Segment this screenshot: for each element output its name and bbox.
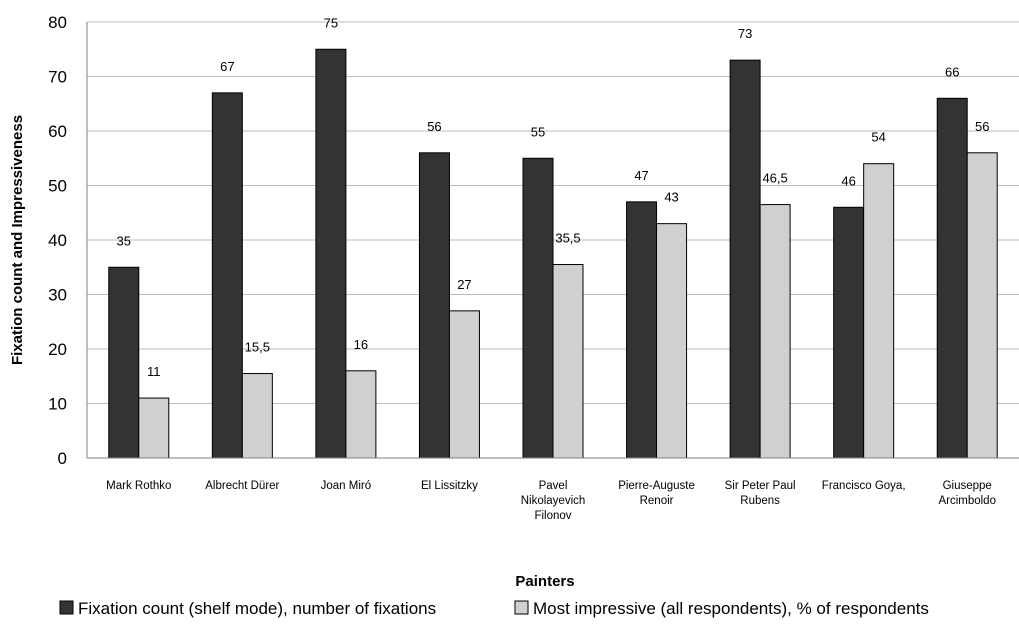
x-category-label: Pavel xyxy=(539,480,568,492)
x-category-label: Mark Rothko xyxy=(106,480,171,492)
bars xyxy=(108,48,998,459)
y-tick-label: 0 xyxy=(58,449,67,468)
data-label: 43 xyxy=(664,190,678,205)
y-tick-label: 20 xyxy=(48,340,67,359)
x-category-label: Albrecht Dürer xyxy=(205,480,279,492)
x-category-label: Sir Peter Paul xyxy=(725,480,796,492)
bar-most-impressive xyxy=(345,370,377,459)
bar-fixation-count xyxy=(418,152,450,459)
y-tick-label: 10 xyxy=(48,395,67,414)
legend-label: Fixation count (shelf mode), number of f… xyxy=(78,599,436,618)
data-label: 75 xyxy=(324,15,338,30)
bar-fixation-count xyxy=(936,97,968,459)
data-label: 11 xyxy=(147,364,161,379)
x-category-label: Filonov xyxy=(534,510,571,522)
bar-most-impressive xyxy=(241,373,273,459)
bar-most-impressive xyxy=(863,163,895,459)
legend-label: Most impressive (all respondents), % of … xyxy=(533,599,929,618)
bar-fixation-count xyxy=(315,48,347,459)
y-tick-label: 70 xyxy=(48,68,67,87)
data-label: 27 xyxy=(457,277,471,292)
data-label: 46,5 xyxy=(762,171,787,186)
x-axis-categories: Mark Rothko Albrecht Dürer Joan Miró El Lis… xyxy=(106,480,996,522)
y-axis-ticks: 0 10 20 30 40 50 60 70 80 xyxy=(48,13,67,468)
data-label: 55 xyxy=(531,124,545,139)
x-category-label: Arcimboldo xyxy=(938,495,996,507)
y-tick-label: 80 xyxy=(48,13,67,32)
bar-fixation-count xyxy=(833,206,865,459)
data-label: 56 xyxy=(975,119,989,134)
x-category-label: Francisco Goya, xyxy=(822,480,906,492)
x-category-label: El Lissitzky xyxy=(421,480,478,492)
bar-most-impressive xyxy=(656,223,688,459)
y-tick-label: 50 xyxy=(48,177,67,196)
x-category-label: Rubens xyxy=(740,495,780,507)
y-tick-label: 40 xyxy=(48,231,67,250)
data-labels: 35 11 67 15,5 75 16 56 27 55 35,5 47 43 73 46,5 46 54 66… xyxy=(117,15,990,379)
bar-fixation-count xyxy=(522,157,554,459)
y-tick-label: 60 xyxy=(48,122,67,141)
data-label: 73 xyxy=(738,26,752,41)
data-label: 56 xyxy=(427,119,441,134)
legend-swatch xyxy=(59,600,74,615)
x-category-label: Renoir xyxy=(640,495,674,507)
data-label: 47 xyxy=(634,168,648,183)
data-label: 54 xyxy=(871,130,885,145)
data-label: 15,5 xyxy=(245,340,270,355)
legend: Fixation count (shelf mode), number of f… xyxy=(59,599,929,618)
data-label: 16 xyxy=(354,337,368,352)
data-label: 35 xyxy=(117,233,131,248)
bar-most-impressive xyxy=(448,310,480,459)
y-tick-label: 30 xyxy=(48,286,67,305)
bar-most-impressive xyxy=(759,204,791,459)
data-label: 35,5 xyxy=(555,231,580,246)
bar-most-impressive xyxy=(552,264,584,459)
bar-most-impressive xyxy=(966,152,998,459)
bar-fixation-count xyxy=(729,59,761,459)
x-category-label: Joan Miró xyxy=(321,480,372,492)
data-label: 66 xyxy=(945,64,959,79)
x-category-label: Nikolayevich xyxy=(521,495,586,507)
data-label: 67 xyxy=(220,59,234,74)
legend-swatch xyxy=(514,600,529,615)
x-category-label: Pierre-Auguste xyxy=(618,480,695,492)
bar-fixation-count xyxy=(626,201,658,459)
bar-fixation-count xyxy=(108,266,140,459)
data-label: 46 xyxy=(841,173,855,188)
bar-fixation-count xyxy=(211,92,243,459)
x-category-label: Giuseppe xyxy=(943,480,992,492)
x-axis-title: Painters xyxy=(515,573,574,590)
bar-most-impressive xyxy=(138,397,170,459)
y-axis-title: Fixation count and Impressiveness xyxy=(9,115,26,365)
